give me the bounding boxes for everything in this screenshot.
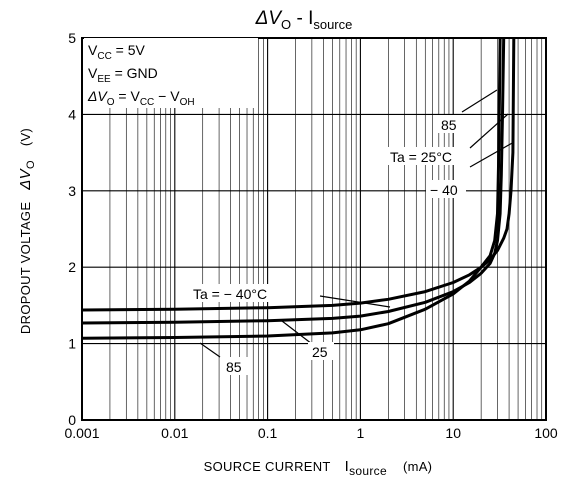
series-line-0	[81, 37, 516, 312]
y-tick-label: 2	[68, 259, 76, 275]
leader-ta-m40-left	[319, 295, 391, 308]
y-tick-labels: 0 1 2 3 4 5	[68, 30, 76, 428]
x-tick-label: 0.001	[64, 425, 99, 441]
leader-85-left	[199, 342, 221, 358]
label-m40-right: − 40	[430, 182, 458, 198]
label-85-right: 85	[441, 117, 457, 133]
y-axis-label: DROPOUT VOLTAGEΔVO(V)	[17, 128, 37, 334]
label-85-left: 85	[226, 359, 242, 375]
x-tick-label: 10	[445, 425, 461, 441]
y-tick-label: 0	[68, 412, 76, 428]
x-tick-labels: 0.001 0.01 0.1 1 10 100	[64, 425, 557, 441]
leader-85-right	[461, 89, 498, 113]
label-25-left: 25	[312, 344, 328, 360]
x-tick-label: 100	[534, 425, 558, 441]
x-tick-label: 0.1	[258, 425, 278, 441]
leader-25-left	[281, 320, 313, 345]
condition-vcc: VCC = 5V	[88, 42, 146, 62]
y-tick-label: 4	[68, 106, 76, 122]
label-ta25-right: Ta = 25°C	[390, 149, 452, 165]
annotations: 85 Ta = 25°C − 40 Ta = − 40°C 25 85	[190, 115, 468, 375]
condition-dvo: ΔVO = VCC − VOH	[87, 88, 195, 108]
conditions: VCC = 5V VEE = GND ΔVO = VCC − VOH	[87, 42, 195, 108]
leader-m40-right	[469, 141, 515, 168]
condition-vee: VEE = GND	[88, 65, 158, 85]
conditions-box	[84, 38, 258, 108]
y-tick-label: 5	[68, 30, 76, 46]
leaders	[199, 89, 515, 358]
chart-title: ΔVO - Isource	[255, 8, 353, 32]
x-tick-label: 0.01	[161, 425, 188, 441]
series-line-2	[81, 37, 502, 340]
curves	[81, 37, 516, 340]
x-tick-label: 1	[357, 425, 365, 441]
label-ta-m40-left: Ta = − 40°C	[193, 286, 267, 302]
y-tick-label: 1	[68, 336, 76, 352]
leader-ta25-right	[469, 113, 509, 149]
x-axis-label: SOURCE CURRENT Isource (mA)	[204, 458, 433, 478]
plot-frame	[81, 37, 547, 421]
y-tick-label: 3	[68, 183, 76, 199]
